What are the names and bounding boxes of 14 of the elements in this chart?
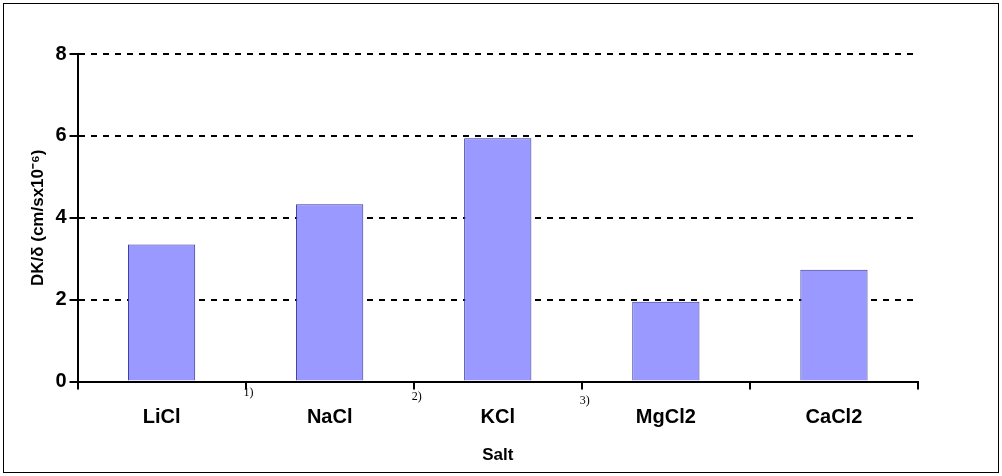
y-tick-label: 8 <box>55 41 67 64</box>
x-tick-label: LiCl <box>142 405 181 428</box>
text: 2) <box>411 388 422 403</box>
y-tick-label: 4 <box>55 205 68 228</box>
x-tick-label: CaCl2 <box>805 405 863 428</box>
x-tick-label: MgCl2 <box>635 405 696 428</box>
x-axis-title: Salt <box>482 445 514 465</box>
x-tick-label: NaCl <box>306 405 353 428</box>
text: 3) <box>579 392 590 407</box>
y-tick-label: 6 <box>55 123 67 146</box>
y-tick-label: 0 <box>55 369 67 392</box>
x-tick-label: KCl <box>480 405 515 428</box>
y-axis-title: DK/δ (cm/sx10⁻⁶) <box>27 149 47 287</box>
y-tick-label: 2 <box>55 287 67 310</box>
